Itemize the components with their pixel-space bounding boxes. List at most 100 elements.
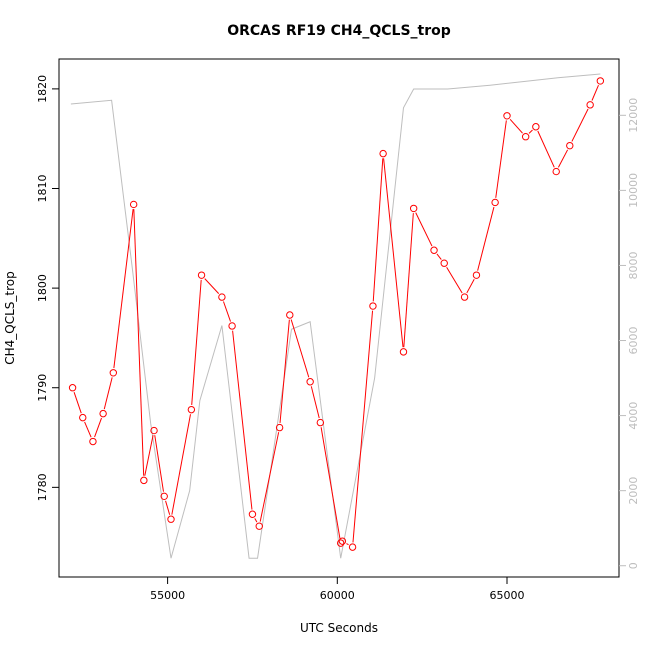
- primary-series-point: [167, 515, 175, 523]
- primary-series-point: [316, 418, 325, 427]
- y2-tick-label: 2000: [627, 477, 640, 505]
- primary-series-segment: [154, 435, 164, 492]
- primary-series-segment: [73, 392, 82, 414]
- primary-series-segment: [477, 206, 495, 271]
- primary-series-point: [228, 322, 236, 330]
- primary-series-segment: [537, 130, 555, 168]
- y-axis-label: CH4_QCLS_trop: [3, 271, 17, 365]
- primary-series-segment: [232, 330, 253, 510]
- primary-series-segment: [165, 500, 171, 515]
- primary-series-segment: [591, 85, 599, 101]
- y-tick-label: 1800: [36, 274, 49, 302]
- primary-series-segment: [466, 279, 475, 294]
- x-axis-label: UTC Seconds: [300, 621, 378, 635]
- primary-series-segment: [346, 543, 349, 546]
- x-axis: 55000 60000 65000: [150, 577, 525, 602]
- primary-series-point: [187, 405, 196, 414]
- primary-series-point: [596, 77, 605, 85]
- y-tick-label: 1810: [36, 175, 49, 203]
- primary-series-point: [379, 149, 387, 158]
- y2-tick-label: 12000: [627, 98, 640, 133]
- primary-series-segment: [113, 209, 134, 369]
- primary-series-segment: [557, 149, 569, 168]
- y2-tick-label: 8000: [627, 251, 640, 279]
- primary-series-segment: [259, 432, 280, 522]
- primary-series-point: [129, 200, 138, 209]
- primary-series-point: [552, 167, 560, 176]
- primary-series-segment: [144, 435, 154, 476]
- primary-series-segment: [495, 120, 507, 198]
- y2-tick-label: 10000: [627, 173, 640, 208]
- primary-series-segment: [320, 427, 341, 539]
- primary-series-point: [218, 293, 226, 301]
- primary-series-point: [140, 476, 148, 485]
- primary-series-point: [336, 539, 345, 547]
- primary-series-point: [338, 537, 347, 545]
- primary-series-segment: [191, 279, 202, 405]
- primary-series-segment: [403, 213, 414, 348]
- secondary-series-line: [70, 73, 601, 559]
- primary-series-segment: [84, 421, 92, 438]
- secondary-y-axis: 0 2000 4000 6000 8000 10000 12000: [619, 98, 640, 569]
- primary-series-point: [440, 259, 448, 267]
- primary-series-segment: [290, 319, 310, 378]
- primary-series-segment: [446, 266, 463, 294]
- primary-series-segment: [436, 253, 442, 260]
- primary-series-segment: [352, 310, 374, 543]
- primary-series-point: [275, 423, 284, 432]
- y-axis: 1780 1790 1800 1810 1820: [36, 75, 59, 501]
- primary-series-point: [286, 311, 294, 319]
- x-tick-label: 55000: [150, 589, 185, 602]
- primary-series-point: [460, 293, 469, 301]
- primary-series-segment: [279, 319, 290, 423]
- y2-tick-label: 6000: [627, 327, 640, 355]
- primary-series-point: [491, 198, 499, 207]
- primary-series-point: [255, 522, 263, 530]
- primary-series-point: [409, 204, 418, 213]
- plot-frame: [58, 58, 620, 578]
- y-tick-label: 1820: [36, 75, 49, 103]
- primary-series-point: [109, 369, 118, 377]
- y2-tick-label: 4000: [627, 402, 640, 430]
- y-tick-label: 1790: [36, 374, 49, 402]
- primary-series-segment: [383, 158, 404, 348]
- primary-series-segment: [528, 129, 533, 134]
- primary-series-point: [99, 409, 107, 418]
- primary-series-segment: [171, 414, 191, 515]
- primary-series-point: [399, 348, 408, 356]
- primary-series-point: [306, 378, 314, 386]
- primary-series-point: [566, 141, 574, 150]
- primary-series-point: [521, 133, 530, 141]
- y2-tick-label: 0: [627, 562, 640, 569]
- primary-series-point: [348, 543, 357, 551]
- secondary-series: [70, 73, 601, 559]
- chart-title: ORCAS RF19 CH4_QCLS_trop: [227, 23, 451, 39]
- primary-series-segment: [254, 518, 258, 523]
- primary-series-point: [503, 112, 511, 120]
- primary-series-segment: [571, 108, 589, 142]
- primary-series-point: [150, 426, 158, 435]
- primary-series-point: [160, 492, 168, 501]
- x-tick-label: 65000: [490, 589, 525, 602]
- primary-series-point: [248, 510, 257, 518]
- primary-series-point: [197, 271, 206, 279]
- primary-series-point: [430, 246, 438, 254]
- primary-series-point: [68, 384, 77, 392]
- primary-series-segment: [509, 118, 523, 134]
- primary-series-segment: [204, 278, 220, 294]
- y-tick-label: 1780: [36, 473, 49, 501]
- primary-series-point: [532, 123, 540, 131]
- primary-series-segment: [94, 417, 102, 438]
- primary-series-point: [79, 413, 87, 422]
- primary-series-segment: [415, 212, 433, 247]
- primary-series-point: [472, 271, 481, 279]
- primary-series: [68, 77, 605, 551]
- primary-series-segment: [222, 301, 232, 322]
- primary-series-point: [586, 101, 594, 109]
- x-tick-label: 60000: [320, 589, 355, 602]
- primary-series-segment: [372, 158, 384, 302]
- primary-series-segment: [103, 377, 113, 410]
- primary-series-segment: [133, 209, 145, 476]
- primary-series-point: [369, 302, 377, 310]
